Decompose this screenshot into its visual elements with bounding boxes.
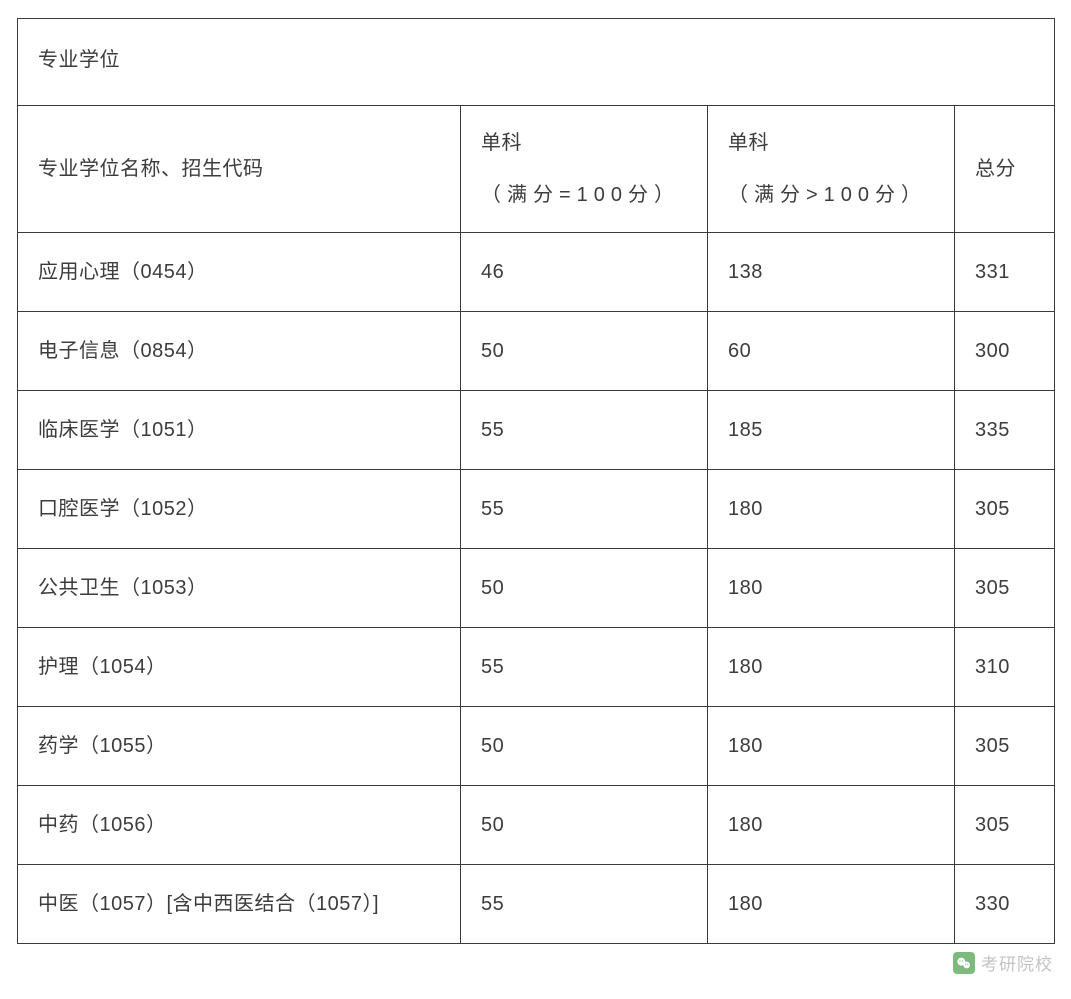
cell-name: 公共卫生（1053）	[18, 549, 461, 628]
cell-name: 中药（1056）	[18, 786, 461, 865]
cell-s1: 55	[461, 391, 708, 470]
col-header-s1-sublabel: （满分=100分）	[481, 176, 691, 214]
watermark-text: 考研院校	[981, 950, 1053, 975]
cell-s2: 60	[708, 312, 955, 391]
col-header-s2: 单科 （满分>100分）	[708, 106, 955, 233]
cell-s2: 138	[708, 233, 955, 312]
cell-s2: 185	[708, 391, 955, 470]
watermark: 考研院校	[953, 950, 1053, 975]
col-header-total-label: 总分	[975, 150, 1038, 188]
cell-total: 335	[955, 391, 1055, 470]
cell-s2: 180	[708, 707, 955, 786]
col-header-s2-label: 单科	[728, 124, 938, 162]
cell-name: 电子信息（0854）	[18, 312, 461, 391]
cell-s2: 180	[708, 470, 955, 549]
table-row: 药学（1055） 50 180 305	[18, 707, 1055, 786]
cell-total: 330	[955, 865, 1055, 944]
col-header-name-label: 专业学位名称、招生代码	[38, 150, 444, 188]
cell-s1: 50	[461, 786, 708, 865]
cell-name: 中医（1057）[含中西医结合（1057）]	[18, 865, 461, 944]
table-row: 电子信息（0854） 50 60 300	[18, 312, 1055, 391]
cell-s2: 180	[708, 549, 955, 628]
cell-s1: 55	[461, 470, 708, 549]
col-header-s2-sublabel: （满分>100分）	[728, 176, 938, 214]
cell-name: 临床医学（1051）	[18, 391, 461, 470]
table-row: 中药（1056） 50 180 305	[18, 786, 1055, 865]
cell-name: 护理（1054）	[18, 628, 461, 707]
table-header-row: 专业学位名称、招生代码 单科 （满分=100分） 单科 （满分>100分） 总分	[18, 106, 1055, 233]
table-row: 护理（1054） 55 180 310	[18, 628, 1055, 707]
table-row: 应用心理（0454） 46 138 331	[18, 233, 1055, 312]
cell-s1: 55	[461, 865, 708, 944]
cell-total: 331	[955, 233, 1055, 312]
cell-s2: 180	[708, 628, 955, 707]
cell-name: 应用心理（0454）	[18, 233, 461, 312]
cell-s1: 50	[461, 707, 708, 786]
table-row: 口腔医学（1052） 55 180 305	[18, 470, 1055, 549]
cell-s2: 180	[708, 865, 955, 944]
table-title-row: 专业学位	[18, 19, 1055, 106]
cell-s1: 50	[461, 312, 708, 391]
col-header-name: 专业学位名称、招生代码	[18, 106, 461, 233]
cell-s1: 46	[461, 233, 708, 312]
table-title: 专业学位	[18, 19, 1055, 106]
cell-name: 药学（1055）	[18, 707, 461, 786]
col-header-s1: 单科 （满分=100分）	[461, 106, 708, 233]
cell-s2: 180	[708, 786, 955, 865]
col-header-s1-label: 单科	[481, 124, 691, 162]
table-row: 中医（1057）[含中西医结合（1057）] 55 180 330	[18, 865, 1055, 944]
cell-total: 305	[955, 786, 1055, 865]
cell-s1: 50	[461, 549, 708, 628]
cell-total: 300	[955, 312, 1055, 391]
wechat-icon	[953, 952, 975, 974]
cell-total: 310	[955, 628, 1055, 707]
score-table: 专业学位 专业学位名称、招生代码 单科 （满分=100分） 单科 （满分>100…	[17, 18, 1055, 944]
cell-total: 305	[955, 707, 1055, 786]
col-header-total: 总分	[955, 106, 1055, 233]
cell-total: 305	[955, 549, 1055, 628]
table-body: 专业学位 专业学位名称、招生代码 单科 （满分=100分） 单科 （满分>100…	[18, 19, 1055, 944]
table-row: 公共卫生（1053） 50 180 305	[18, 549, 1055, 628]
table-row: 临床医学（1051） 55 185 335	[18, 391, 1055, 470]
cell-name: 口腔医学（1052）	[18, 470, 461, 549]
cell-total: 305	[955, 470, 1055, 549]
cell-s1: 55	[461, 628, 708, 707]
